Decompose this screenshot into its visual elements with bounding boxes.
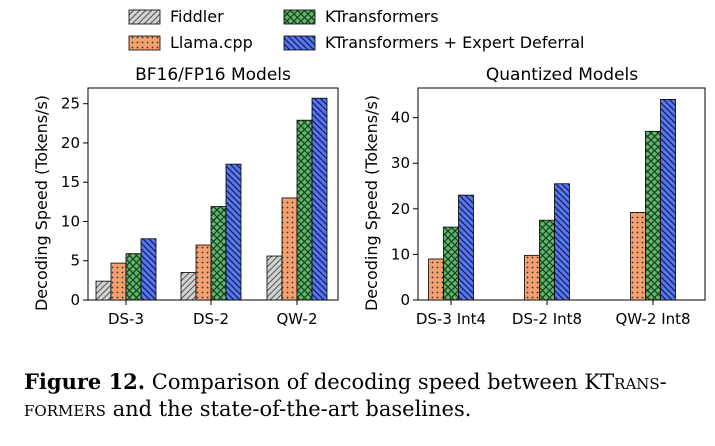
figure: Fiddler Llama.cpp KTransformers KTransfo… (32, 7, 706, 328)
x-tick-label-ds-3: DS-3 (108, 310, 144, 328)
bar-ktransformers-ds-2 (210, 206, 227, 301)
bar-fiddler-qw-2 (266, 255, 283, 301)
y-tick-label-10: 10 (61, 212, 80, 230)
y-tick-label-10: 10 (391, 245, 410, 263)
y-ticks-bf16: 0 5 10 15 20 25 (61, 95, 88, 309)
legend-item-ktransformers[interactable]: KTransformers (283, 7, 439, 26)
figure-caption: Figure 12. Comparison of decoding speed … (24, 368, 704, 423)
y-tick-label-20: 20 (391, 200, 410, 218)
legend: Fiddler Llama.cpp KTransformers KTransfo… (128, 7, 584, 52)
y-tick-label-15: 15 (61, 173, 80, 191)
y-tick-label-25: 25 (61, 95, 80, 113)
legend-item-ktransformers-deferral[interactable]: KTransformers + Expert Deferral (283, 33, 584, 52)
y-tick-label-20: 20 (61, 134, 80, 152)
bar-llama-cpp-ds-2-int8 (524, 254, 540, 301)
bar-ktransformers-expert-deferral-ds-2-int8 (554, 183, 570, 301)
caption-text-a: Comparison of decoding speed between KT (145, 370, 615, 394)
bar-ktransformers-ds-3-int4 (443, 226, 459, 301)
bar-ktransformers-ds-2-int8 (539, 219, 555, 301)
chart-quantized: Quantized Models Decoding Speed (Tokens/… (362, 65, 706, 328)
bar-llama-cpp-ds-3 (110, 262, 127, 301)
caption-text-c: and the state-of-the-art baselines. (105, 397, 472, 421)
y-tick-label-40: 40 (391, 109, 410, 127)
chart-bf16: BF16/FP16 Models Decoding Speed (Tokens/… (32, 65, 339, 328)
legend-swatch-fiddler (128, 9, 161, 25)
legend-swatch-llamacpp (128, 35, 161, 51)
x-tick-label-ds-2-int8: DS-2 Int8 (512, 310, 582, 328)
bars-quantized (428, 98, 676, 301)
chart-title-bf16: BF16/FP16 Models (135, 65, 291, 85)
legend-label-ktransformers: KTransformers (325, 7, 439, 26)
bar-ktransformers-ds-3 (125, 253, 142, 301)
y-axis-label-quantized: Decoding Speed (Tokens/s) (362, 95, 381, 311)
bar-ktransformers-qw-2-int8 (645, 130, 661, 301)
bars-bf16 (95, 97, 328, 301)
legend-label-fiddler: Fiddler (170, 7, 224, 26)
legend-item-fiddler[interactable]: Fiddler (128, 7, 224, 26)
y-tick-label-0: 0 (400, 291, 410, 309)
x-ticks-quantized: DS-3 Int4 DS-2 Int8 QW-2 Int8 (416, 300, 691, 328)
legend-label-ktransformers-deferral: KTransformers + Expert Deferral (325, 33, 584, 52)
bar-llama-cpp-ds-3-int4 (428, 258, 444, 301)
caption-lead: Figure 12. (24, 369, 146, 394)
x-tick-label-qw-2: QW-2 (277, 310, 318, 328)
legend-swatch-ktransformers-deferral (283, 35, 316, 51)
bar-fiddler-ds-3 (95, 280, 112, 301)
y-tick-label-5: 5 (70, 252, 80, 270)
x-ticks-bf16: DS-3 DS-2 QW-2 (108, 300, 318, 328)
y-tick-label-0: 0 (70, 291, 80, 309)
bar-ktransformers-expert-deferral-qw-2 (311, 97, 328, 301)
bar-ktransformers-expert-deferral-ds-3 (140, 238, 157, 301)
legend-swatch-ktransformers (283, 9, 316, 25)
bar-ktransformers-qw-2 (296, 119, 313, 301)
y-ticks-quantized: 0 10 20 30 40 (391, 109, 418, 309)
bar-llama-cpp-qw-2-int8 (630, 212, 646, 301)
legend-item-llamacpp[interactable]: Llama.cpp (128, 33, 253, 52)
chart-title-quantized: Quantized Models (486, 65, 638, 85)
bar-fiddler-ds-2 (180, 272, 197, 301)
bar-ktransformers-expert-deferral-qw-2-int8 (660, 98, 676, 301)
bar-ktransformers-expert-deferral-ds-3-int4 (458, 194, 474, 301)
bar-llama-cpp-qw-2 (281, 197, 298, 301)
x-tick-label-ds-3-int4: DS-3 Int4 (416, 310, 486, 328)
caption-text-b: rans-formers (24, 370, 667, 421)
bar-llama-cpp-ds-2 (195, 244, 212, 301)
legend-label-llamacpp: Llama.cpp (170, 33, 253, 52)
x-tick-label-ds-2: DS-2 (193, 310, 229, 328)
y-axis-label-bf16: Decoding Speed (Tokens/s) (32, 95, 51, 311)
y-tick-label-30: 30 (391, 154, 410, 172)
x-tick-label-qw-2-int8: QW-2 Int8 (615, 310, 690, 328)
bar-ktransformers-expert-deferral-ds-2 (225, 163, 242, 301)
